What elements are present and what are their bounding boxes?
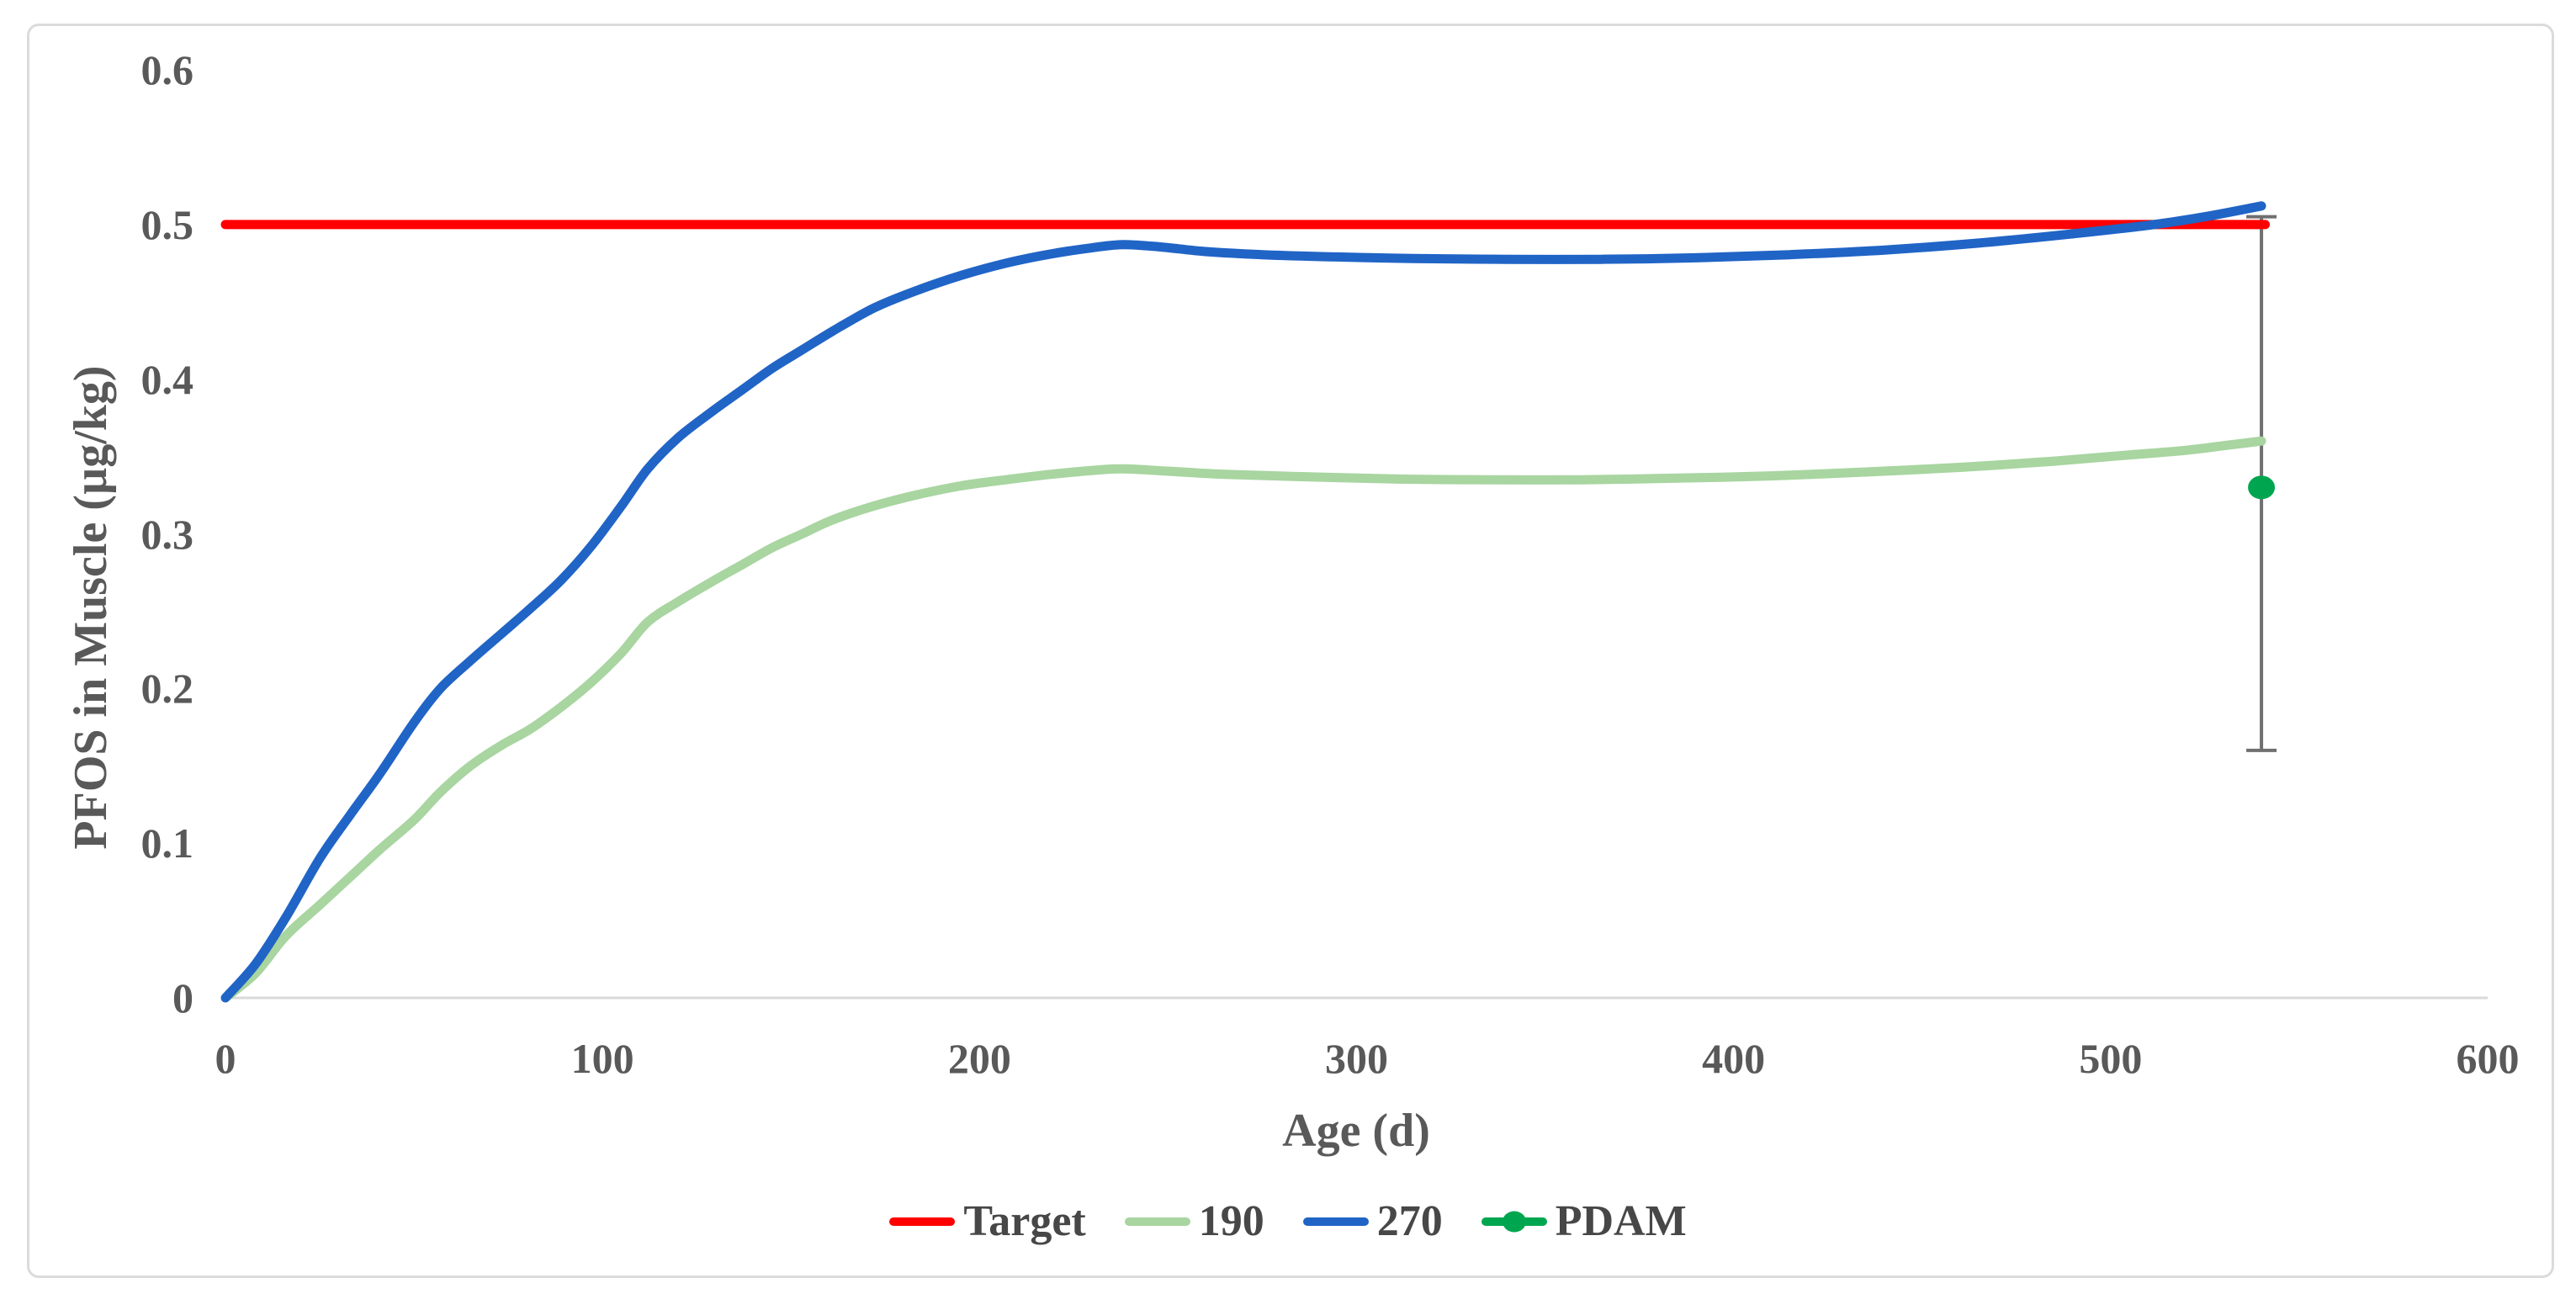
legend-item-pdam: PDAM xyxy=(1481,1195,1687,1249)
x-axis-tick-label: 300 xyxy=(1325,1035,1388,1082)
legend-item-target: Target xyxy=(889,1195,1086,1249)
y-axis-tick-label: 0.2 xyxy=(140,665,194,713)
series-270-line-swatch-icon xyxy=(1302,1217,1369,1226)
y-axis-tick-label: 0.3 xyxy=(140,510,194,558)
legend-item-270: 270 xyxy=(1302,1195,1443,1249)
y-axis-tick-label: 0.5 xyxy=(140,200,194,248)
y-axis-tick-label: 0.4 xyxy=(140,355,194,403)
pdam-dot-icon xyxy=(1502,1211,1526,1233)
legend-label: 190 xyxy=(1198,1197,1264,1245)
legend-label: PDAM xyxy=(1555,1197,1687,1245)
legend-label: 270 xyxy=(1376,1197,1443,1245)
target-line-swatch-icon xyxy=(889,1217,956,1226)
y-axis-tick-label: 0 xyxy=(172,974,193,1021)
x-axis-title: Age (d) xyxy=(1282,1105,1430,1157)
pdam-line-marker-swatch-icon xyxy=(1481,1211,1547,1233)
x-axis-tick-label: 100 xyxy=(570,1035,634,1082)
chart-legend: Target 190 270 PDAM xyxy=(0,1195,2576,1249)
x-axis-tick-label: 600 xyxy=(2456,1035,2520,1082)
x-axis-tick-label: 500 xyxy=(2079,1035,2143,1082)
y-axis-tick-label: 0.6 xyxy=(140,46,194,93)
x-axis-tick-label: 0 xyxy=(215,1035,236,1082)
legend-label: Target xyxy=(963,1197,1086,1245)
x-axis-tick-label: 400 xyxy=(1702,1035,1766,1082)
y-axis-title: PFOS in Muscle (µg/kg) xyxy=(65,365,117,850)
series-190-line-swatch-icon xyxy=(1124,1217,1190,1226)
x-axis-tick-label: 200 xyxy=(947,1035,1011,1082)
legend-item-190: 190 xyxy=(1124,1195,1264,1249)
y-axis-tick-label: 0.1 xyxy=(140,819,194,867)
